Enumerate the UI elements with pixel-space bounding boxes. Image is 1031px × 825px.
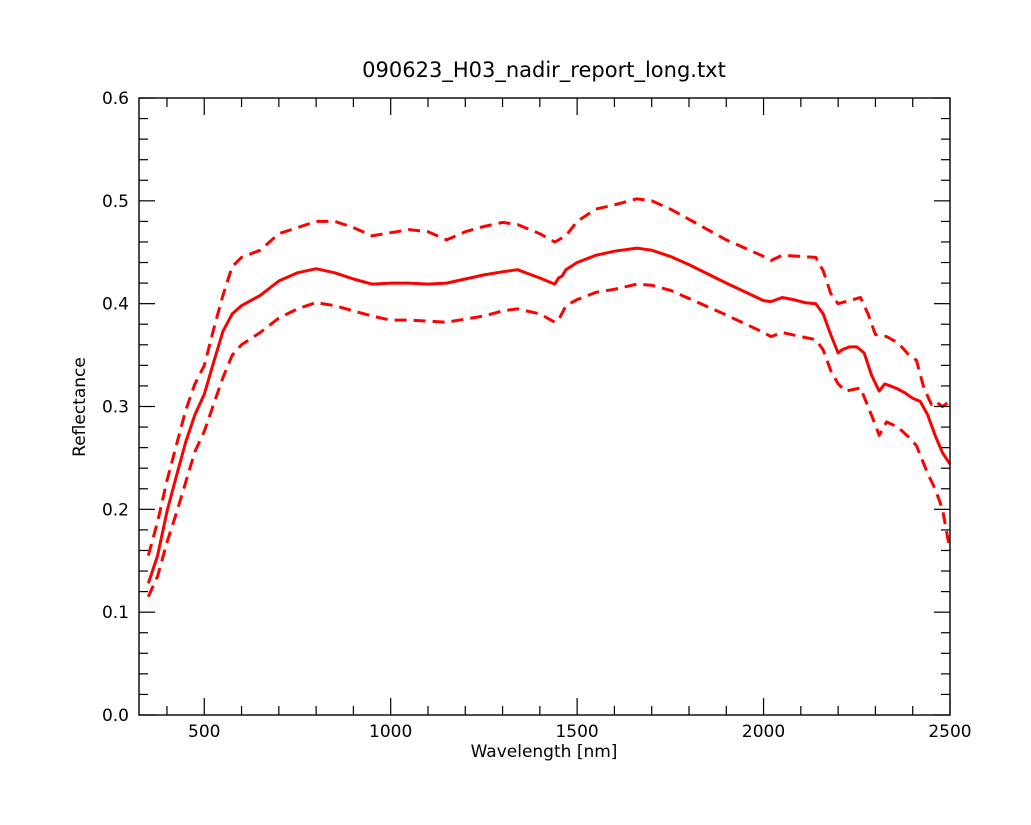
ticks-group: [139, 97, 951, 716]
tick-labels-group: 500 1000 1500 2000 2500 0.0 0.1 0.2 0.3 0.4 0.5 0.6: [102, 89, 972, 742]
x-tick-label: 2000: [742, 722, 785, 742]
series-line-2: [146, 197, 951, 556]
y-tick-label: 0.1: [102, 603, 129, 623]
y-tick-label: 0.0: [102, 706, 129, 726]
x-axis-title: Wavelength [nm]: [471, 742, 618, 762]
x-tick-label: 2500: [928, 722, 971, 742]
chart-title: 090623_H03_nadir_report_long.txt: [362, 58, 726, 83]
y-tick-label: 0.6: [102, 89, 129, 109]
x-tick-label: 500: [188, 722, 220, 742]
plot-frame: [138, 97, 951, 716]
y-axis-title: Reflectance: [70, 357, 90, 457]
x-tick-label: 1000: [369, 722, 412, 742]
series-line-1: [146, 246, 952, 584]
series-line-3: [146, 282, 952, 598]
y-tick-label: 0.4: [102, 295, 129, 315]
series-group: [146, 197, 952, 598]
x-tick-label: 1500: [555, 722, 598, 742]
y-tick-label: 0.5: [102, 192, 129, 212]
y-tick-label: 0.2: [102, 500, 129, 520]
y-tick-label: 0.3: [102, 398, 129, 418]
